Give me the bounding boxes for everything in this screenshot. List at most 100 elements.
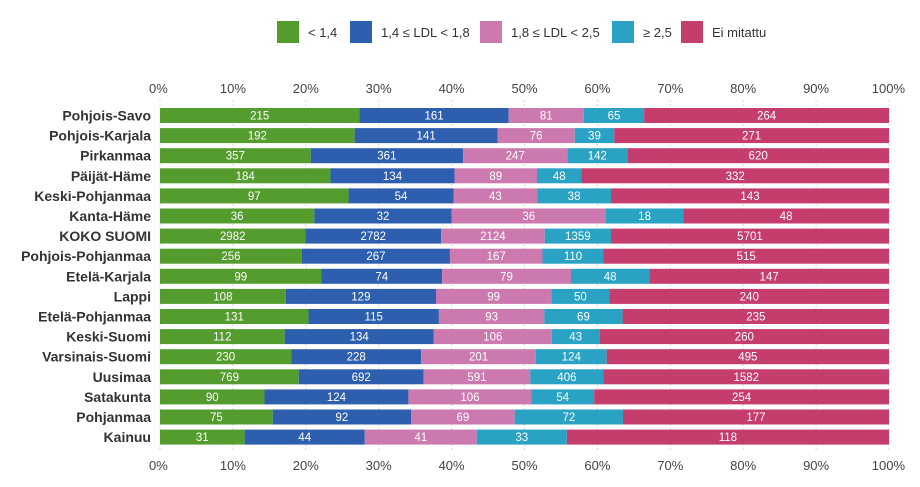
- data-label-15-0: 75: [210, 412, 223, 424]
- bar-segment-15-1: [272, 409, 412, 425]
- bar-segment-11-1: [284, 329, 434, 345]
- bar-segment-15-3: [514, 409, 623, 425]
- x-tick-label-top-0: 0%: [149, 81, 168, 96]
- data-label-0-3: 65: [608, 111, 621, 123]
- bar-segment-14-0: [160, 389, 265, 405]
- data-label-0-4: 264: [757, 111, 777, 123]
- category-label-16: Kainuu: [104, 429, 151, 445]
- y-axis-categories: Pohjois-Savo Pohjois-Karjala Pirkanmaa Päij…: [21, 108, 151, 446]
- data-label-9-1: 129: [351, 291, 370, 303]
- legend-swatch-2: [480, 21, 502, 43]
- bar-segment-5-2: [451, 208, 606, 224]
- category-label-11: Keski-Suomi: [66, 329, 151, 345]
- data-label-10-2: 93: [485, 312, 498, 324]
- data-label-8-1: 74: [375, 271, 388, 283]
- data-label-12-0: 230: [216, 352, 235, 364]
- x-tick-label-top-10: 100%: [872, 81, 906, 96]
- bar-segment-7-0: [160, 248, 302, 264]
- category-label-14: Satakunta: [84, 389, 151, 405]
- bar-segment-3-3: [537, 168, 582, 184]
- bar-segment-8-2: [442, 268, 571, 284]
- x-tick-label-top-1: 10%: [220, 81, 246, 96]
- category-label-0: Pohjois-Savo: [62, 108, 151, 124]
- data-label-9-3: 50: [574, 291, 587, 303]
- bar-segment-0-4: [644, 108, 889, 123]
- data-label-4-4: 143: [740, 191, 759, 203]
- data-label-7-2: 167: [487, 251, 506, 263]
- data-label-11-0: 112: [213, 332, 231, 344]
- data-label-16-3: 33: [515, 432, 528, 444]
- data-label-4-3: 38: [568, 191, 581, 203]
- data-label-8-2: 79: [500, 271, 513, 283]
- bar-segment-1-2: [497, 128, 575, 144]
- bar-segment-2-3: [567, 148, 628, 164]
- legend-swatch-1: [350, 21, 372, 43]
- data-label-12-3: 124: [562, 352, 582, 364]
- bar-segment-12-4: [606, 349, 889, 365]
- data-label-2-3: 142: [588, 151, 607, 163]
- bar-segment-14-1: [264, 389, 409, 405]
- x-tick-label-top-9: 90%: [803, 81, 829, 96]
- bar-segment-1-0: [160, 128, 355, 144]
- bar-segment-16-1: [244, 429, 365, 445]
- bar-segment-16-2: [364, 429, 477, 445]
- bar-segment-11-0: [160, 329, 285, 345]
- data-label-0-0: 215: [250, 111, 269, 123]
- data-label-13-0: 769: [220, 372, 239, 384]
- data-label-10-1: 115: [365, 312, 383, 324]
- data-label-15-1: 92: [335, 412, 348, 424]
- data-label-5-1: 32: [377, 211, 390, 223]
- data-label-3-2: 89: [489, 171, 502, 183]
- bar-segment-10-1: [308, 309, 439, 324]
- bar-segment-6-3: [544, 228, 611, 244]
- bar-segment-5-4: [683, 208, 889, 224]
- bar-segment-12-0: [160, 349, 292, 365]
- data-label-5-0: 36: [231, 211, 244, 223]
- bar-segment-3-4: [581, 168, 889, 184]
- bar-segment-15-4: [622, 409, 889, 425]
- bar-segment-9-1: [285, 288, 436, 304]
- data-label-6-1: 2782: [360, 231, 386, 243]
- x-tick-label-top-7: 70%: [657, 81, 683, 96]
- data-label-9-2: 99: [487, 291, 500, 303]
- data-label-9-0: 108: [213, 291, 232, 303]
- bar-segment-14-3: [531, 389, 595, 405]
- bar-segment-5-3: [605, 208, 684, 224]
- bar-segment-4-1: [348, 188, 454, 204]
- data-label-16-1: 44: [298, 432, 311, 444]
- bar-segment-4-3: [537, 188, 612, 204]
- bar-segment-1-1: [354, 128, 498, 144]
- bar-segment-12-1: [291, 349, 422, 365]
- bar-segment-8-1: [321, 268, 443, 284]
- x-tick-label-bottom-10: 100%: [872, 458, 906, 473]
- x-tick-label-bottom-0: 0%: [149, 458, 168, 473]
- category-label-3: Päijät-Häme: [71, 168, 151, 184]
- legend-label-4: Ei mitattu: [712, 25, 766, 40]
- bar-segment-1-4: [614, 128, 889, 144]
- data-label-2-2: 247: [506, 151, 525, 163]
- data-label-12-4: 495: [738, 352, 757, 364]
- data-label-3-3: 48: [553, 171, 566, 183]
- bar-segment-2-0: [160, 148, 311, 164]
- data-label-14-1: 124: [327, 392, 347, 404]
- legend-swatch-0: [277, 21, 299, 43]
- bar-segment-16-3: [476, 429, 567, 445]
- category-label-6: KOKO SUOMI: [59, 228, 151, 244]
- bar-segment-10-2: [438, 309, 545, 324]
- legend-swatch-3: [612, 21, 634, 43]
- x-tick-label-bottom-8: 80%: [730, 458, 756, 473]
- bar-segment-0-3: [583, 108, 645, 123]
- x-tick-label-top-6: 60%: [584, 81, 610, 96]
- bar-segment-3-1: [330, 168, 455, 184]
- category-label-2: Pirkanmaa: [80, 148, 151, 164]
- data-label-12-2: 201: [469, 352, 488, 364]
- data-label-11-2: 106: [483, 332, 502, 344]
- legend-label-3: ≥ 2,5: [643, 25, 672, 40]
- bar-segment-6-4: [610, 228, 889, 244]
- bar-segment-13-0: [160, 369, 299, 385]
- bar-segment-7-2: [449, 248, 543, 264]
- x-tick-label-bottom-5: 50%: [511, 458, 537, 473]
- x-tick-label-top-8: 80%: [730, 81, 756, 96]
- bar-segment-0-2: [508, 108, 584, 123]
- bar-segment-2-1: [310, 148, 464, 164]
